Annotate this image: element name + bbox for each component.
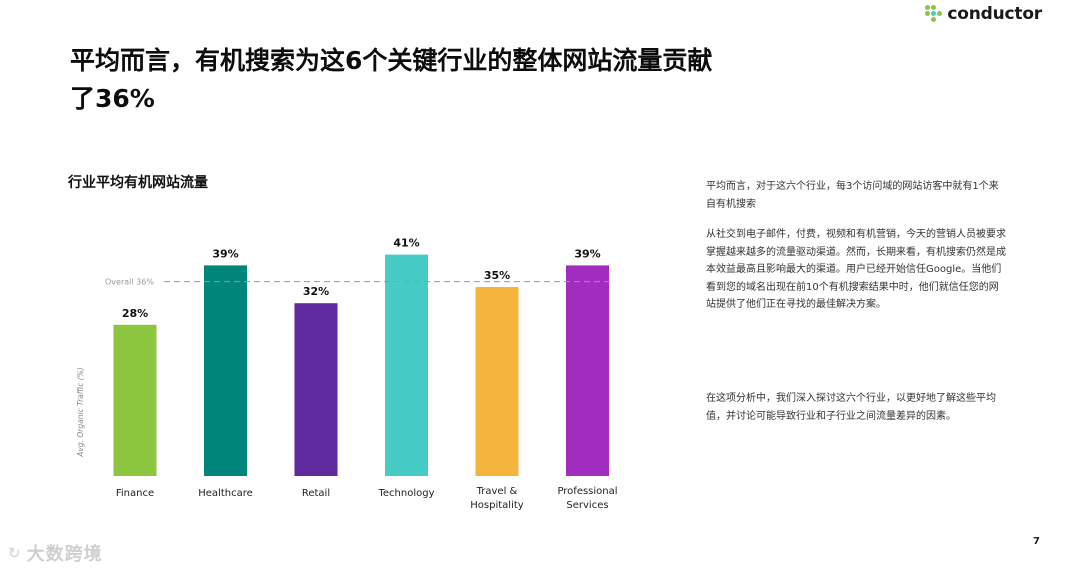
chart-title: 行业平均有机网站流量 — [68, 175, 208, 191]
x-tick-label-line: Services — [566, 500, 608, 511]
x-tick-label-line: Finance — [116, 488, 154, 499]
bar-healthcare — [204, 265, 247, 476]
x-tick-label-line: Hospitality — [470, 500, 524, 511]
x-tick-label: Technology — [377, 488, 434, 499]
x-tick-label-line: Travel & — [476, 486, 518, 497]
x-tick-label: Healthcare — [198, 488, 253, 499]
side-paragraph-summary: 平均而言，对于这六个行业，每3个访问域的网站访客中就有1个来自有机搜索 — [706, 181, 999, 210]
data-label: 39% — [574, 247, 600, 260]
page-title-line-1: 平均而言，有机搜索为这6个关键行业的整体网站流量贡献 — [70, 46, 713, 75]
bar-technology — [385, 254, 428, 476]
reference-line-label: Overall 36% — [105, 278, 154, 287]
logo-text: conductor — [947, 4, 1042, 24]
page-title: 平均而言，有机搜索为这6个关键行业的整体网站流量贡献 了36% — [70, 42, 790, 118]
data-label: 32% — [303, 285, 329, 298]
x-tick-label: Travel & Hospitality — [470, 486, 524, 511]
side-paragraph-channels: 从社交到电子邮件，付费，视频和有机营销，今天的营销人员被要求掌握越来越多的流量驱… — [706, 229, 1006, 310]
conductor-logo-icon — [925, 5, 943, 23]
watermark-text: 大数跨境 — [26, 544, 103, 565]
side-paragraph-analysis: 在这项分析中，我们深入探讨这六个行业，以更好地了解这些平均值，并讨论可能导致行业… — [706, 393, 996, 422]
x-tick-label-line: Healthcare — [198, 488, 253, 499]
conductor-logo: conductor — [925, 4, 1042, 24]
page-number: 7 — [1033, 536, 1040, 547]
watermark-icon: ↻ — [8, 544, 21, 562]
bar-travel-hospitality — [475, 287, 519, 476]
y-axis-label: Avg. Organic Traffic (%) — [76, 367, 85, 458]
bar-retail — [294, 303, 338, 476]
watermark: ↻ 大数跨境 — [8, 540, 103, 566]
data-label: 35% — [484, 269, 510, 282]
x-tick-label-line: Technology — [377, 488, 434, 499]
page-title-line-2: 了36% — [70, 84, 155, 113]
bar-professional-services — [566, 265, 609, 476]
x-tick-label: Finance — [116, 488, 154, 499]
x-tick-label: Professional Services — [557, 486, 617, 511]
x-tick-label: Retail — [302, 488, 330, 499]
data-label: 28% — [122, 307, 148, 320]
bar-finance — [113, 324, 157, 476]
bar-chart: Avg. Organic Traffic (%) Overall 36% 28% 39… — [76, 237, 618, 511]
x-tick-label-line: Retail — [302, 488, 330, 499]
x-tick-label-line: Professional — [557, 486, 617, 497]
data-label: 39% — [212, 247, 238, 260]
data-label: 41% — [393, 237, 419, 250]
